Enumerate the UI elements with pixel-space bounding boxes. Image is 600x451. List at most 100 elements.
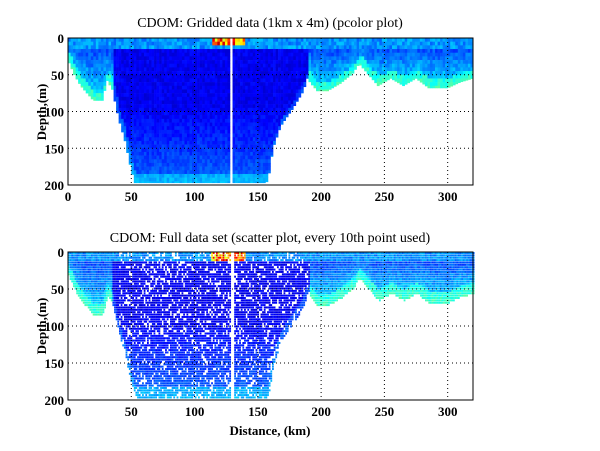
pcolor-cell bbox=[237, 100, 241, 105]
pcolor-cell bbox=[194, 151, 198, 156]
pcolor-cell bbox=[450, 71, 454, 76]
pcolor-cell bbox=[118, 45, 122, 50]
pcolor-cell bbox=[186, 71, 190, 76]
pcolor-cell bbox=[75, 41, 79, 46]
scatter-point bbox=[138, 320, 141, 323]
pcolor-cell bbox=[267, 45, 271, 50]
pcolor-cell bbox=[214, 140, 218, 145]
pcolor-cell bbox=[242, 166, 246, 171]
scatter-point bbox=[68, 256, 70, 259]
pcolor-cell bbox=[224, 155, 228, 160]
scatter-point bbox=[74, 259, 77, 262]
pcolor-cell bbox=[283, 38, 286, 42]
pcolor-cell bbox=[311, 45, 314, 50]
scatter-point bbox=[130, 306, 133, 309]
scatter-point bbox=[107, 256, 110, 259]
scatter-point bbox=[104, 289, 106, 292]
pcolor-cell bbox=[435, 56, 438, 61]
pcolor-cell bbox=[379, 56, 383, 61]
pcolor-cell bbox=[212, 111, 216, 116]
pcolor-cell bbox=[290, 100, 294, 105]
pcolor-cell bbox=[184, 126, 188, 131]
pcolor-cell bbox=[361, 56, 365, 61]
pcolor-cell bbox=[232, 49, 236, 53]
pcolor-cell bbox=[369, 60, 373, 65]
scatter-point bbox=[99, 256, 102, 259]
scatter-point bbox=[135, 304, 138, 307]
pcolor-cell bbox=[252, 137, 256, 142]
scatter-point bbox=[107, 280, 110, 283]
pcolor-cell bbox=[161, 118, 165, 123]
pcolor-cell bbox=[427, 38, 431, 42]
pcolor-cell bbox=[123, 63, 127, 68]
pcolor-cell bbox=[300, 71, 304, 76]
pcolor-cell bbox=[359, 60, 362, 65]
pcolor-cell bbox=[121, 89, 124, 94]
pcolor-cell bbox=[138, 166, 142, 171]
pcolor-cell bbox=[95, 60, 99, 65]
scatter-point bbox=[86, 266, 88, 269]
pcolor-cell bbox=[171, 166, 175, 171]
pcolor-cell bbox=[257, 41, 261, 46]
pcolor-cell bbox=[161, 122, 165, 127]
pcolor-cell bbox=[93, 52, 97, 57]
pcolor-cell bbox=[83, 85, 87, 90]
scatter-point bbox=[135, 268, 138, 271]
pcolor-cell bbox=[386, 41, 390, 46]
scatter-point bbox=[138, 360, 141, 363]
pcolor-cell bbox=[169, 159, 173, 164]
pcolor-cell bbox=[85, 89, 89, 94]
scatter-point bbox=[74, 270, 77, 273]
pcolor-cell bbox=[437, 82, 441, 87]
pcolor-cell bbox=[156, 111, 160, 116]
scatter-point bbox=[127, 358, 130, 361]
pcolor-cell bbox=[202, 107, 205, 112]
scatter-point bbox=[117, 289, 120, 292]
pcolor-cell bbox=[217, 137, 221, 142]
scatter-point bbox=[95, 252, 98, 254]
pcolor-cell bbox=[450, 38, 454, 42]
pcolor-cell bbox=[146, 85, 150, 90]
scatter-point bbox=[91, 273, 93, 276]
pcolor-cell bbox=[146, 162, 150, 167]
scatter-point bbox=[92, 263, 95, 266]
pcolor-cell bbox=[154, 137, 157, 142]
scatter-point bbox=[135, 368, 138, 371]
pcolor-cell bbox=[143, 38, 147, 42]
pcolor-cell bbox=[285, 52, 289, 57]
pcolor-cell bbox=[280, 63, 284, 68]
pcolor-cell bbox=[313, 85, 317, 89]
pcolor-cell bbox=[227, 148, 231, 153]
pcolor-cell bbox=[328, 82, 332, 87]
pcolor-cell bbox=[295, 89, 299, 94]
pcolor-cell bbox=[305, 63, 309, 68]
pcolor-cell bbox=[397, 82, 400, 84]
pcolor-cell bbox=[156, 71, 160, 76]
pcolor-cell bbox=[245, 159, 249, 164]
pcolor-cell bbox=[143, 126, 147, 131]
scatter-point bbox=[107, 285, 110, 288]
pcolor-cell bbox=[128, 85, 132, 90]
pcolor-cell bbox=[242, 170, 246, 175]
pcolor-cell bbox=[118, 89, 122, 94]
scatter-point bbox=[133, 382, 136, 385]
scatter-point bbox=[72, 252, 75, 254]
pcolor-cell bbox=[265, 181, 269, 183]
pcolor-cell bbox=[222, 100, 226, 105]
pcolor-cell bbox=[199, 118, 203, 123]
scatter-point bbox=[115, 304, 118, 307]
pcolor-cell bbox=[445, 67, 448, 72]
pcolor-cell bbox=[237, 63, 241, 68]
pcolor-cell bbox=[146, 129, 150, 134]
pcolor-cell bbox=[384, 49, 388, 53]
scatter-point bbox=[102, 306, 105, 309]
pcolor-cell bbox=[250, 115, 254, 120]
pcolor-cell bbox=[235, 52, 238, 57]
scatter-point bbox=[133, 294, 136, 297]
pcolor-cell bbox=[399, 78, 403, 83]
scatter-point bbox=[138, 256, 141, 259]
scatter-point bbox=[89, 306, 92, 309]
scatter-point bbox=[100, 252, 103, 254]
pcolor-cell bbox=[154, 45, 157, 50]
pcolor-cell bbox=[250, 67, 254, 72]
